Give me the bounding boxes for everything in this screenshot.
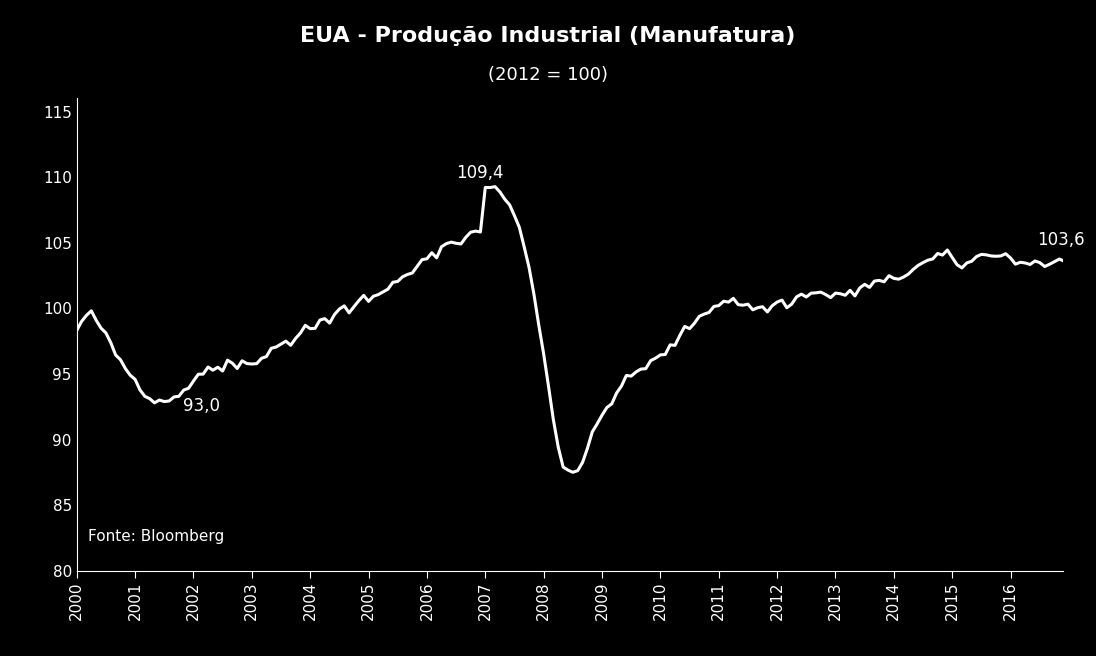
Text: 103,6: 103,6 [1037,232,1084,249]
Text: 93,0: 93,0 [183,397,220,415]
Text: 109,4: 109,4 [456,165,503,182]
Text: (2012 = 100): (2012 = 100) [488,66,608,83]
Text: EUA - Produção Industrial (Manufatura): EUA - Produção Industrial (Manufatura) [300,26,796,46]
Text: Fonte: Bloomberg: Fonte: Bloomberg [89,529,225,544]
